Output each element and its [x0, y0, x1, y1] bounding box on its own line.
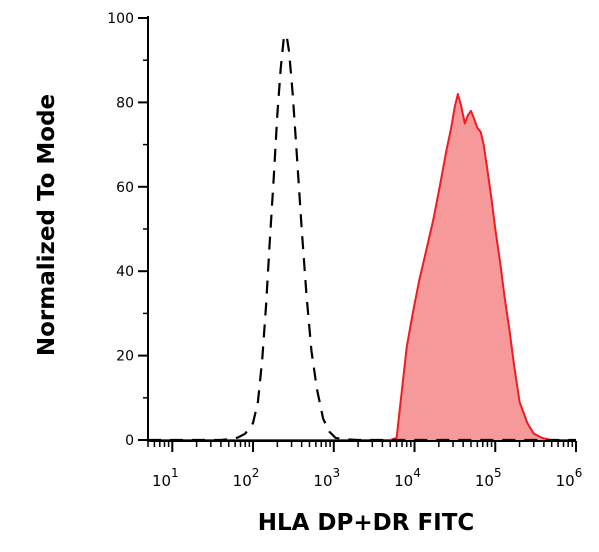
x-tick-label: 104: [394, 466, 421, 490]
x-tick-label: 106: [556, 466, 583, 490]
y-tick-label: 80: [116, 95, 134, 111]
labels-layer: Normalized To Mode HLA DP+DR FITC 0 20 40 6…: [34, 11, 582, 536]
y-tick-label: 20: [116, 349, 134, 365]
y-tick-label: 40: [116, 264, 134, 280]
series-dashed-line: [148, 33, 576, 442]
y-tick-label: 100: [107, 11, 134, 27]
x-tick-label: 103: [313, 466, 340, 490]
x-axis-title: HLA DP+DR FITC: [258, 510, 475, 536]
x-tick-label: 101: [152, 466, 179, 490]
y-axis-title: Normalized To Mode: [34, 94, 60, 356]
y-tick-label: 60: [116, 180, 134, 196]
series-fill-area: [148, 94, 576, 440]
series-filled-outline: [148, 93, 576, 441]
x-tick-label: 105: [475, 466, 502, 490]
y-tick-label: 0: [125, 433, 134, 449]
series-layer: [148, 33, 576, 442]
x-tick-label: 102: [233, 466, 260, 490]
axes-layer: [138, 16, 577, 452]
